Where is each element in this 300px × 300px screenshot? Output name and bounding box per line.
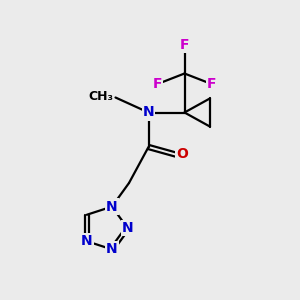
Text: O: O (176, 148, 188, 161)
Text: F: F (180, 38, 189, 52)
Text: F: F (207, 77, 216, 91)
Text: N: N (106, 200, 118, 214)
Text: N: N (81, 234, 93, 248)
Text: N: N (122, 221, 133, 235)
Text: N: N (143, 106, 154, 119)
Text: F: F (153, 77, 162, 91)
Text: CH₃: CH₃ (88, 89, 113, 103)
Text: N: N (106, 242, 118, 256)
